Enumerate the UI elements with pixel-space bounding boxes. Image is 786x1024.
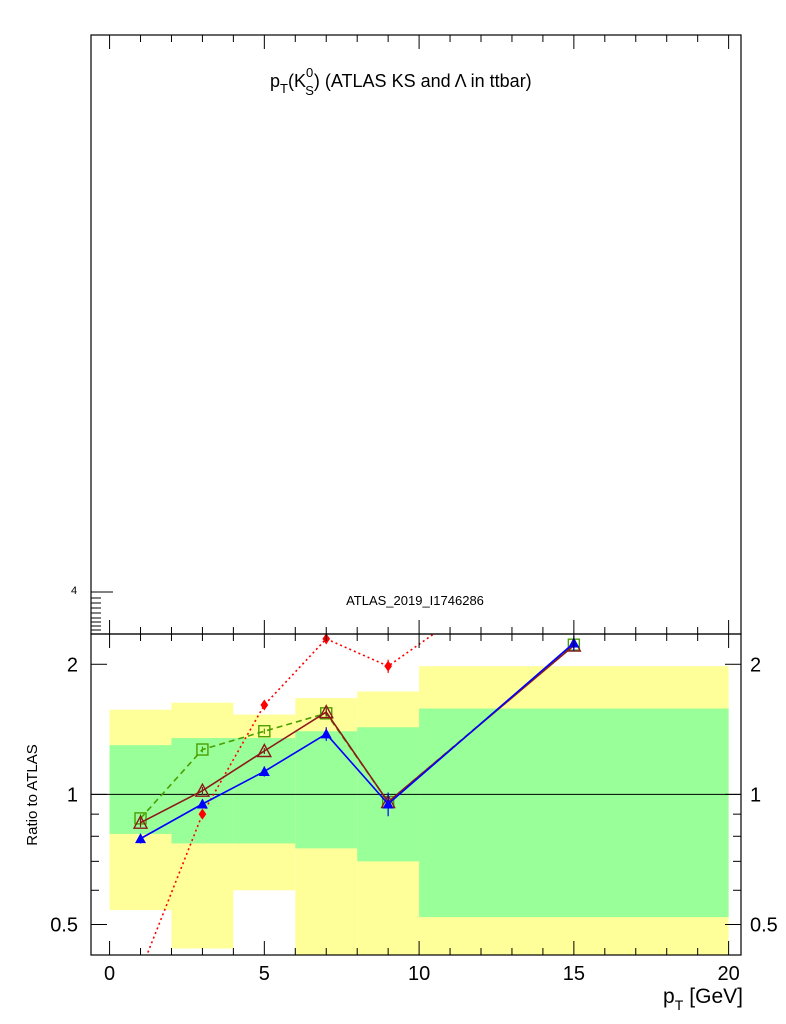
data-point <box>318 704 334 719</box>
series-line <box>146 634 436 955</box>
data-point <box>196 798 208 809</box>
data-point <box>258 765 270 776</box>
x-tick-label: 20 <box>717 963 739 985</box>
inner-band-5 <box>419 708 729 918</box>
title-lambda: Λ <box>455 71 467 91</box>
series-line <box>140 644 575 824</box>
x-tick-label: 5 <box>259 963 270 985</box>
data-point <box>260 699 269 711</box>
x-tick-label: 15 <box>563 963 585 985</box>
y-tick-label: 2 <box>67 654 78 676</box>
data-point <box>194 782 211 797</box>
data-point <box>198 808 207 820</box>
x-axis-label: pT [GeV] <box>663 985 743 1013</box>
inner-band-3 <box>295 731 358 849</box>
title-rest: ) (ATLAS KS and <box>314 71 451 91</box>
xlabel-sub-T: T <box>675 997 684 1013</box>
data-point <box>320 707 333 720</box>
title-sub-T: T <box>280 81 288 96</box>
data-point <box>132 814 149 829</box>
y-tick-label: 0.5 <box>50 914 78 936</box>
data-point <box>196 743 209 756</box>
data-point <box>382 798 394 809</box>
inner-band-2 <box>233 738 296 844</box>
data-point <box>320 728 332 739</box>
y-axis-label: Ratio to ATLAS <box>24 744 41 845</box>
analysis-label: ATLAS_2019_I1746286 <box>346 593 484 608</box>
y-tick-label: 1 <box>67 784 78 806</box>
upper-panel-ticks <box>91 35 730 634</box>
x-tick-label: 0 <box>104 963 115 985</box>
ratio-panel: 0 5 10 15 20 0.5 0.5 1 1 2 2 Ratio to ATLAS pT [GeV… <box>24 633 778 1013</box>
title-K: K <box>294 71 306 91</box>
title-tail: in ttbar) <box>466 71 532 91</box>
xlabel-p: p <box>663 985 675 1008</box>
ratio-panel-ticks: 0 5 10 15 20 0.5 0.5 1 1 2 2 <box>50 634 778 985</box>
data-point <box>137 966 145 977</box>
y-tick-label-right: 1 <box>750 784 761 806</box>
xlabel-unit: [GeV] <box>689 985 743 1008</box>
upper-axis-tick-label: 4 <box>71 585 77 597</box>
data-point <box>384 660 392 672</box>
data-point <box>258 725 271 738</box>
title-p: p <box>270 71 280 91</box>
title-sup-0: 0 <box>306 65 313 80</box>
data-point <box>135 833 147 844</box>
upper-panel-frame <box>90 34 742 635</box>
y-tick-label-right: 2 <box>750 654 761 676</box>
uncertainty-bands <box>109 666 729 955</box>
title-sub-S: S <box>305 83 314 98</box>
upper-panel: pT(K0 S) (ATLAS KS and Λ in ttbar) ATLAS_2… <box>71 34 742 635</box>
x-tick-label: 10 <box>408 963 430 985</box>
series-line <box>140 642 575 840</box>
title-paren: ( <box>288 71 294 91</box>
data-point <box>256 743 273 758</box>
series-layer <box>132 634 582 977</box>
chart-title: pT(K0 S) (ATLAS KS and Λ in ttbar) <box>270 65 532 98</box>
y-tick-label-right: 0.5 <box>750 914 778 936</box>
